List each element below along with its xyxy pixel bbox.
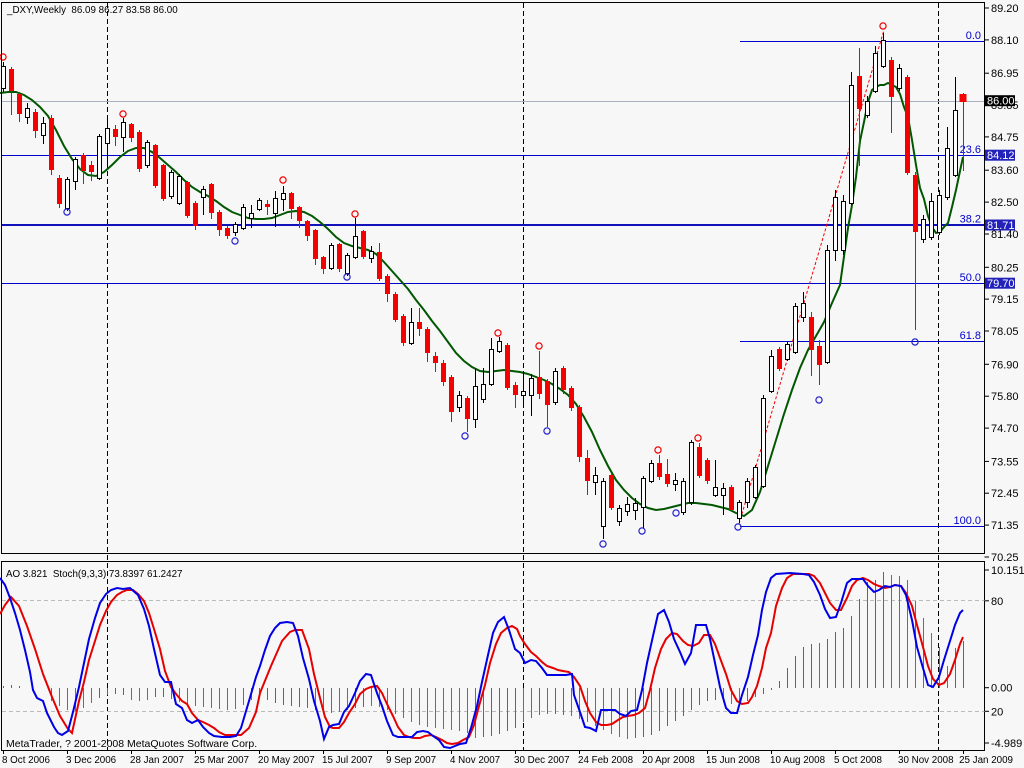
svg-text:MetaTrader, ? 2001-2008 MetaQu: MetaTrader, ? 2001-2008 MetaQuotes Softw… [6,738,257,750]
svg-text:20 Apr 2008: 20 Apr 2008 [642,755,695,766]
svg-text:70.25: 70.25 [991,552,1019,564]
svg-text:8 Oct 2006: 8 Oct 2006 [2,755,50,766]
svg-text:-4.989: -4.989 [991,738,1022,750]
svg-text:88.10: 88.10 [991,35,1019,47]
svg-text:79.70: 79.70 [987,278,1015,290]
svg-text:28 Jan 2007: 28 Jan 2007 [130,755,184,766]
svg-text:_DXY,Weekly 86.09 86.27 83.58: _DXY,Weekly 86.09 86.27 83.58 86.00 [6,5,178,16]
svg-text:23.6: 23.6 [960,144,981,156]
svg-text:84.12: 84.12 [987,150,1015,162]
svg-text:72.45: 72.45 [991,488,1019,500]
svg-text:25 Jan 2009: 25 Jan 2009 [959,755,1013,766]
svg-text:24 Feb 2008: 24 Feb 2008 [578,755,634,766]
svg-text:75.80: 75.80 [991,391,1019,403]
svg-text:0.0: 0.0 [966,30,981,42]
svg-text:78.05: 78.05 [991,326,1019,338]
svg-text:100.0: 100.0 [953,515,981,527]
svg-text:61.8: 61.8 [960,330,981,342]
svg-text:0.00: 0.00 [991,683,1012,695]
svg-text:25 Mar 2007: 25 Mar 2007 [194,755,249,766]
svg-text:81.71: 81.71 [987,220,1015,232]
svg-text:30 Dec 2007: 30 Dec 2007 [514,755,570,766]
svg-text:15 Jun 2008: 15 Jun 2008 [706,755,760,766]
svg-text:84.75: 84.75 [991,132,1019,144]
svg-text:3 Dec 2006: 3 Dec 2006 [66,755,117,766]
svg-text:38.2: 38.2 [960,214,981,226]
svg-text:89.20: 89.20 [991,3,1019,15]
svg-text:20 May 2007: 20 May 2007 [258,755,315,766]
svg-text:74.70: 74.70 [991,423,1019,435]
svg-text:4 Nov 2007: 4 Nov 2007 [450,755,500,766]
svg-text:10.151: 10.151 [991,565,1024,577]
svg-text:86.00: 86.00 [987,96,1015,108]
svg-text:10 Aug 2008: 10 Aug 2008 [770,755,826,766]
svg-text:76.90: 76.90 [991,359,1019,371]
svg-text:15 Jul 2007: 15 Jul 2007 [322,755,373,766]
svg-text:5 Oct 2008: 5 Oct 2008 [834,755,882,766]
svg-text:80.25: 80.25 [991,262,1019,274]
svg-text:50.0: 50.0 [960,272,981,284]
svg-text:71.35: 71.35 [991,520,1019,532]
svg-text:83.60: 83.60 [991,165,1019,177]
svg-text:81.40: 81.40 [991,229,1019,241]
svg-text:79.15: 79.15 [991,294,1019,306]
svg-text:20: 20 [991,706,1003,718]
svg-text:9 Sep 2007: 9 Sep 2007 [386,755,436,766]
svg-text:86.95: 86.95 [991,68,1019,80]
svg-text:AO 3.821 Stoch(9,3,3) 73.8397: AO 3.821 Stoch(9,3,3) 73.8397 61.2427 [6,569,182,580]
svg-text:80: 80 [991,596,1003,608]
svg-text:82.50: 82.50 [991,197,1019,209]
svg-text:73.55: 73.55 [991,456,1019,468]
svg-text:30 Nov 2008: 30 Nov 2008 [898,755,954,766]
